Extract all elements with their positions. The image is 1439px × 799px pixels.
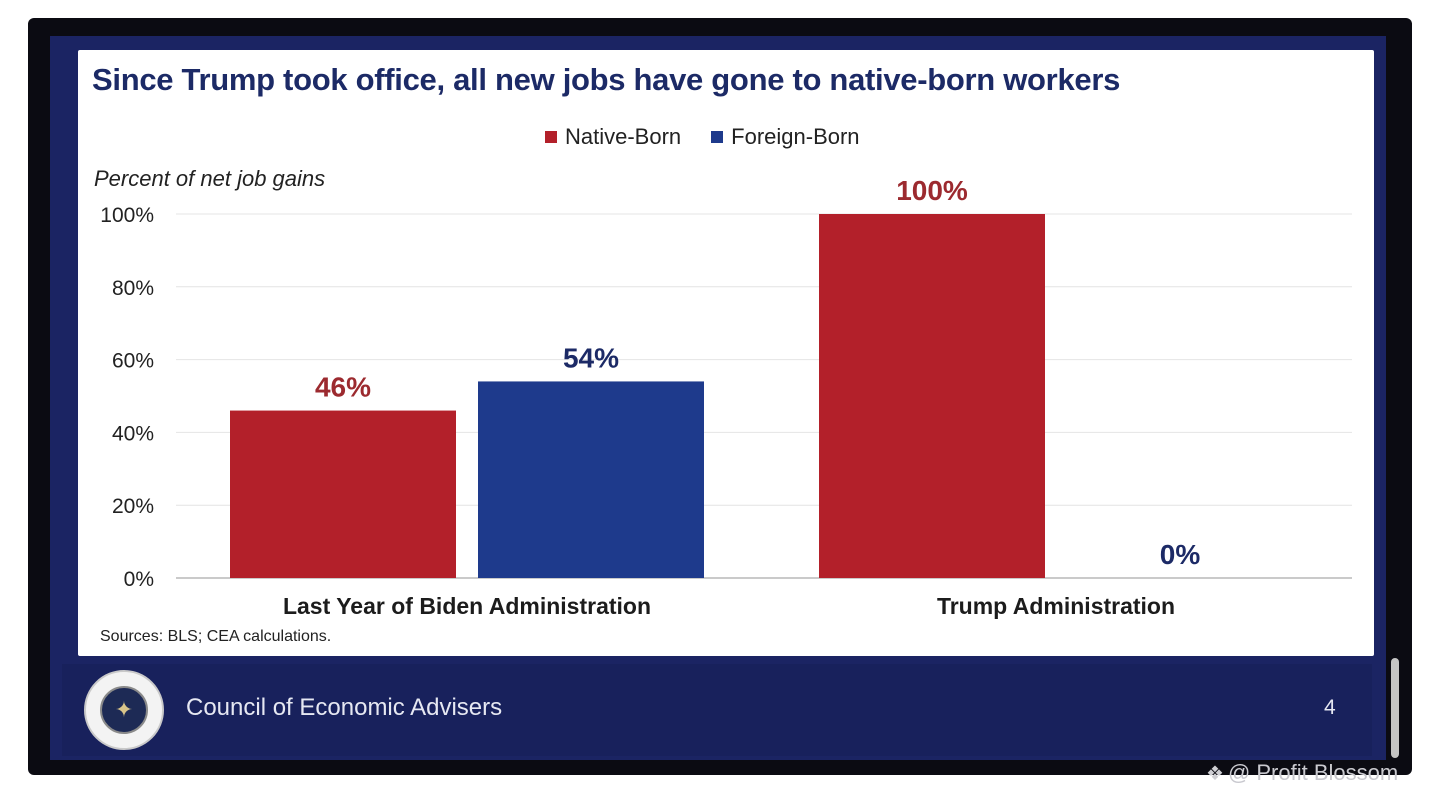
sources-note: Sources: BLS; CEA calculations. <box>100 628 332 645</box>
y-tick-label: 0% <box>124 568 154 591</box>
organization-name: Council of Economic Advisers <box>186 694 503 721</box>
legend: Native-Born Foreign-Born <box>545 124 860 150</box>
data-label: 54% <box>563 342 619 373</box>
y-tick-label: 60% <box>112 350 154 373</box>
y-tick-label: 40% <box>112 422 154 445</box>
data-label: 0% <box>1160 539 1201 570</box>
x-category-label: Trump Administration <box>937 593 1175 619</box>
x-category-label: Last Year of Biden Administration <box>283 593 651 619</box>
data-label: 100% <box>896 175 968 206</box>
y-tick-label: 80% <box>112 277 154 300</box>
seal-icon: ✦ <box>84 670 164 750</box>
footer-bar <box>62 664 1372 756</box>
watermark: ❖ @ Profit Blossom <box>1206 760 1398 786</box>
y-tick-label: 100% <box>100 204 154 227</box>
data-label: 46% <box>315 372 371 403</box>
y-axis-label: Percent of net job gains <box>94 166 326 191</box>
legend-label-native-born: Native-Born <box>565 124 682 149</box>
legend-item-foreign-born: Foreign-Born <box>711 124 860 150</box>
legend-item-native-born: Native-Born <box>545 124 681 150</box>
seal-inner: ✦ <box>100 686 148 734</box>
bar-native-born-0 <box>230 410 456 578</box>
page-number: 4 <box>1324 696 1336 719</box>
binance-diamond-icon: ❖ <box>1206 762 1224 785</box>
bar-foreign-born-0 <box>478 381 704 578</box>
watermark-text: @ Profit Blossom <box>1227 760 1399 785</box>
legend-swatch-foreign-born <box>711 131 724 143</box>
bar-native-born-1 <box>819 214 1045 578</box>
legend-swatch-native-born <box>545 131 557 143</box>
legend-label-foreign-born: Foreign-Born <box>731 124 860 149</box>
scrollbar-thumb[interactable] <box>1391 658 1399 758</box>
eagle-icon: ✦ <box>114 697 134 722</box>
chart-title: Since Trump took office, all new jobs ha… <box>92 62 1121 97</box>
y-tick-label: 20% <box>112 495 154 518</box>
